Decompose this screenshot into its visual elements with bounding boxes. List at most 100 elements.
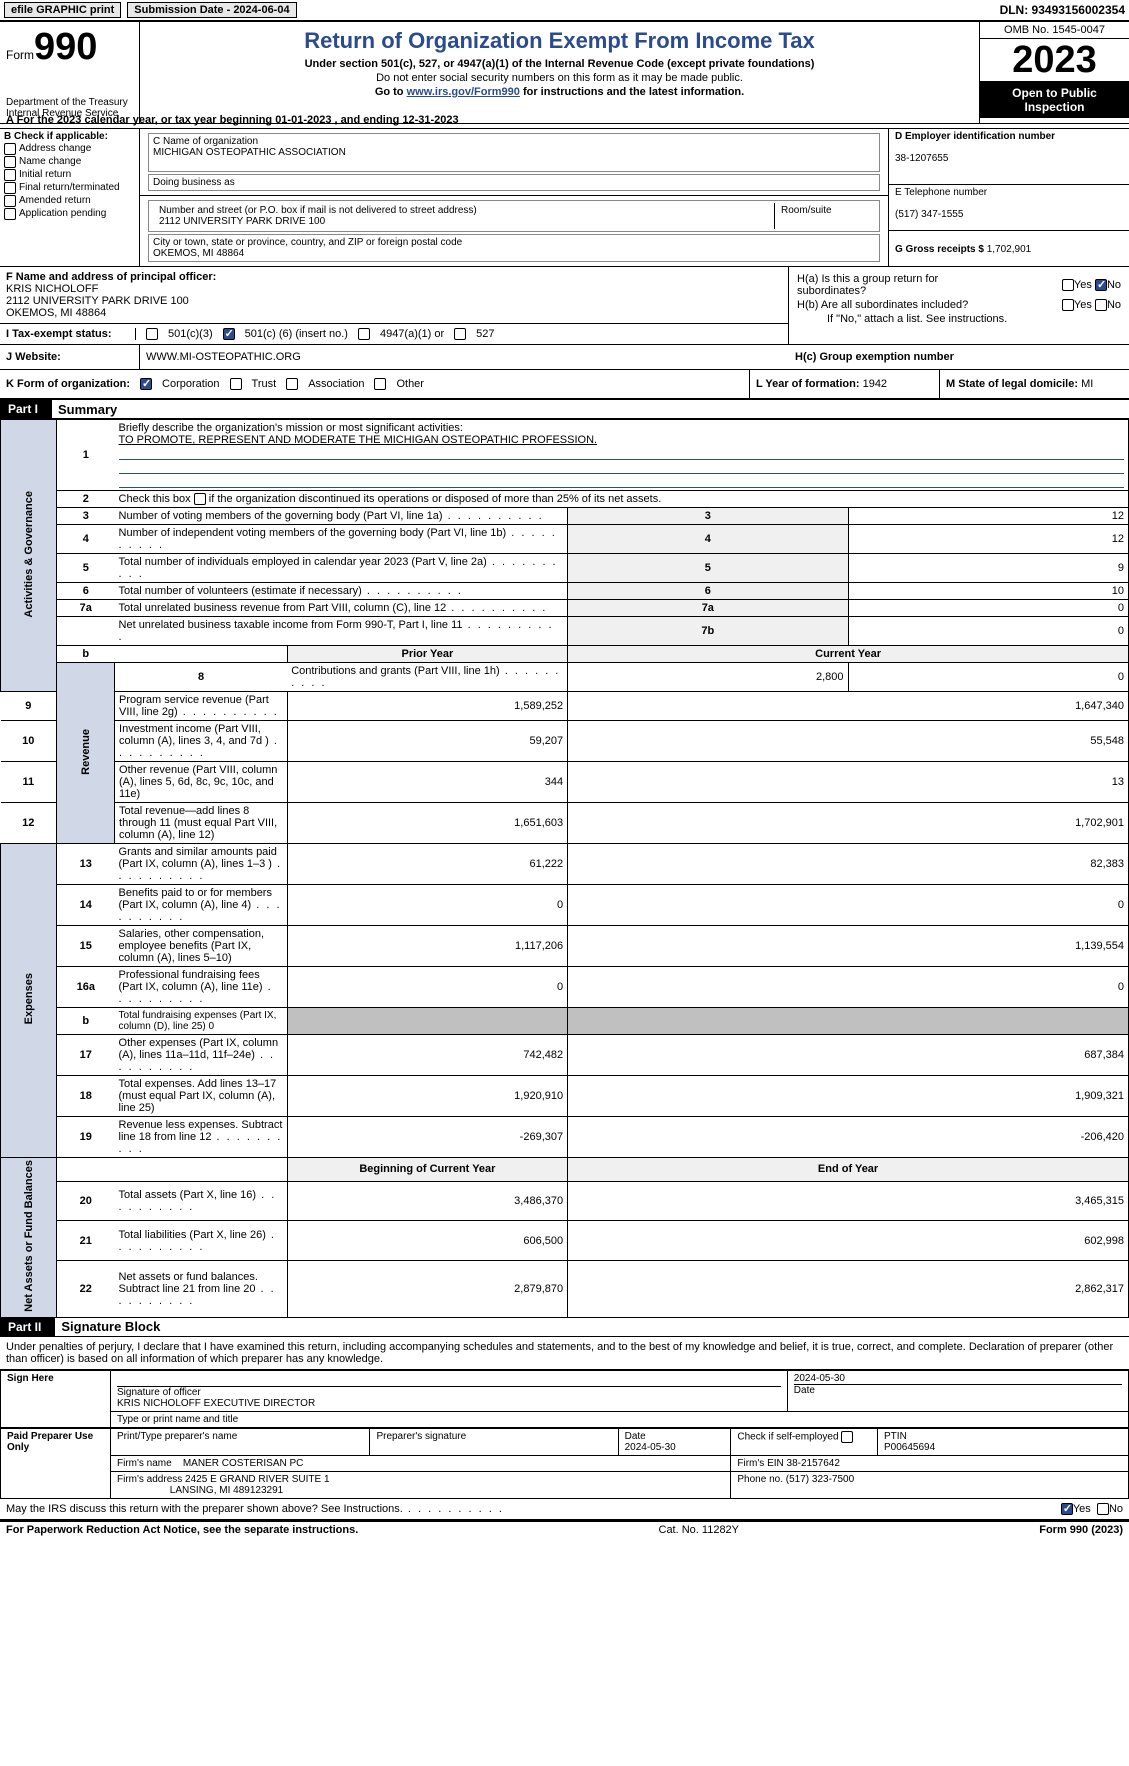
discuss-row: May the IRS discuss this return with the… xyxy=(0,1499,1129,1521)
form-subtitle: Under section 501(c), 527, or 4947(a)(1)… xyxy=(150,58,969,70)
discuss-no: No xyxy=(1109,1503,1123,1515)
cb-initial-return[interactable] xyxy=(4,169,16,181)
cb-other[interactable] xyxy=(374,378,386,390)
row-7a: 7aTotal unrelated business revenue from … xyxy=(1,600,1129,617)
ssn-note: Do not enter social security numbers on … xyxy=(150,72,969,84)
lbl-no: No xyxy=(1107,279,1121,291)
hc-label: H(c) Group exemption number xyxy=(795,351,954,363)
section-bcdeg: B Check if applicable: Address change Na… xyxy=(0,129,1129,267)
prep-phone: (517) 323-7500 xyxy=(786,1474,854,1485)
cb-501c3[interactable] xyxy=(146,328,158,340)
cb-assoc[interactable] xyxy=(286,378,298,390)
form-title: Return of Organization Exempt From Incom… xyxy=(150,28,969,54)
sign-date: 2024-05-30 xyxy=(794,1373,1122,1385)
sig-line xyxy=(117,1373,781,1387)
row-4: 4Number of independent voting members of… xyxy=(1,525,1129,554)
lbl-name-change: Name change xyxy=(19,156,81,167)
line2-text: Check this box xyxy=(119,493,191,505)
topbar: efile GRAPHIC print Submission Date - 20… xyxy=(0,0,1129,22)
officer-label: F Name and address of principal officer: xyxy=(6,271,216,283)
box-b: B Check if applicable: Address change Na… xyxy=(0,129,140,266)
street-label: Number and street (or P.O. box if mail i… xyxy=(159,205,477,216)
lbl-amended: Amended return xyxy=(19,195,91,206)
sign-date-label: Date xyxy=(794,1385,815,1396)
lbl-other: Other xyxy=(396,378,424,390)
firm-name-lbl: Firm's name xyxy=(117,1458,172,1469)
lbl-4947: 4947(a)(1) or xyxy=(380,328,444,340)
dept-treasury: Department of the Treasury xyxy=(6,97,128,108)
box-k: K Form of organization: Corporation Trus… xyxy=(0,370,749,398)
lbl-501c-other: 501(c) (6) (insert no.) xyxy=(245,328,348,340)
firm-addr-lbl: Firm's address xyxy=(117,1474,182,1485)
section-jhc: J Website: WWW.MI-OSTEOPATHIC.ORG H(c) G… xyxy=(0,345,1129,370)
org-name-label: C Name of organization xyxy=(153,136,258,147)
lbl-final-return: Final return/terminated xyxy=(19,182,120,193)
sign-here-label: Sign Here xyxy=(1,1370,111,1427)
org-name: MICHIGAN OSTEOPATHIC ASSOCIATION xyxy=(153,147,346,158)
section-klm: K Form of organization: Corporation Trus… xyxy=(0,370,1129,400)
prep-date: 2024-05-30 xyxy=(625,1442,676,1453)
box-h: H(a) Is this a group return for subordin… xyxy=(789,267,1129,344)
discuss-text: May the IRS discuss this return with the… xyxy=(6,1503,504,1515)
cb-address-change[interactable] xyxy=(4,143,16,155)
cb-4947[interactable] xyxy=(358,328,370,340)
lbl-527: 527 xyxy=(476,328,494,340)
phone: (517) 347-1555 xyxy=(895,209,963,220)
cb-discontinued[interactable] xyxy=(194,493,206,505)
footer-mid: Cat. No. 11282Y xyxy=(659,1524,740,1536)
hb-label: H(b) Are all subordinates included? xyxy=(797,299,968,311)
lbl-address-change: Address change xyxy=(19,143,91,154)
part1-badge: Part I xyxy=(0,400,52,418)
cb-name-change[interactable] xyxy=(4,156,16,168)
line1-num: 1 xyxy=(57,420,115,491)
footer: For Paperwork Reduction Act Notice, see … xyxy=(0,1521,1129,1538)
form-num: 990 xyxy=(34,26,97,68)
lbl-initial-return: Initial return xyxy=(19,169,71,180)
cb-501c-other[interactable] xyxy=(223,328,235,340)
cb-corp[interactable] xyxy=(140,378,152,390)
lbl-assoc: Association xyxy=(308,378,364,390)
form990-link[interactable]: www.irs.gov/Form990 xyxy=(407,86,520,98)
part2-header: Part II Signature Block xyxy=(0,1318,1129,1337)
cb-ha-no[interactable] xyxy=(1095,279,1107,291)
state-domicile: MI xyxy=(1081,378,1093,390)
box-i: I Tax-exempt status: 501(c)(3) 501(c) (6… xyxy=(0,324,788,344)
row-7b: Net unrelated business taxable income fr… xyxy=(1,617,1129,646)
sig-label: Signature of officer xyxy=(117,1387,201,1398)
sign-here-table: Sign Here Signature of officer KRIS NICH… xyxy=(0,1370,1129,1428)
cb-self-employed[interactable] xyxy=(841,1431,853,1443)
lbl-no2: No xyxy=(1107,299,1121,311)
side-revenue: Revenue xyxy=(80,729,92,775)
box-hc: H(c) Group exemption number xyxy=(789,345,1129,369)
cb-app-pending[interactable] xyxy=(4,208,16,220)
cb-discuss-yes[interactable] xyxy=(1061,1503,1073,1515)
prep-check-lbl: Check if self-employed xyxy=(737,1432,838,1443)
website: WWW.MI-OSTEOPATHIC.ORG xyxy=(140,345,789,369)
cb-hb-yes[interactable] xyxy=(1062,299,1074,311)
firm-addr2: LANSING, MI 489123291 xyxy=(170,1485,283,1496)
row-hdr-pc: bPrior YearCurrent Year xyxy=(1,646,1129,663)
street: 2112 UNIVERSITY PARK DRIVE 100 xyxy=(159,216,325,227)
form-header: Form990 Department of the Treasury Inter… xyxy=(0,22,1129,124)
officer-street: 2112 UNIVERSITY PARK DRIVE 100 xyxy=(6,295,189,307)
cb-amended[interactable] xyxy=(4,195,16,207)
efile-print-button[interactable]: efile GRAPHIC print xyxy=(4,2,121,18)
part1-title: Summary xyxy=(52,402,117,417)
cb-final-return[interactable] xyxy=(4,182,16,194)
cb-ha-yes[interactable] xyxy=(1062,279,1074,291)
cb-discuss-no[interactable] xyxy=(1097,1503,1109,1515)
ein: 38-1207655 xyxy=(895,153,948,164)
gross-label: G Gross receipts $ xyxy=(895,244,984,255)
type-label: Type or print name and title xyxy=(111,1411,1129,1427)
side-expenses: Expenses xyxy=(23,973,35,1024)
cb-527[interactable] xyxy=(454,328,466,340)
cb-hb-no[interactable] xyxy=(1095,299,1107,311)
hb-note: If "No," attach a list. See instructions… xyxy=(797,313,1121,325)
lbl-yes2: Yes xyxy=(1074,299,1092,311)
form-number: Form990 xyxy=(6,26,133,69)
cb-trust[interactable] xyxy=(230,378,242,390)
mission: TO PROMOTE, REPRESENT AND MODERATE THE M… xyxy=(119,434,598,446)
city: OKEMOS, MI 48864 xyxy=(153,248,244,259)
box-l: L Year of formation: 1942 xyxy=(749,370,939,398)
footer-left: For Paperwork Reduction Act Notice, see … xyxy=(6,1524,358,1536)
